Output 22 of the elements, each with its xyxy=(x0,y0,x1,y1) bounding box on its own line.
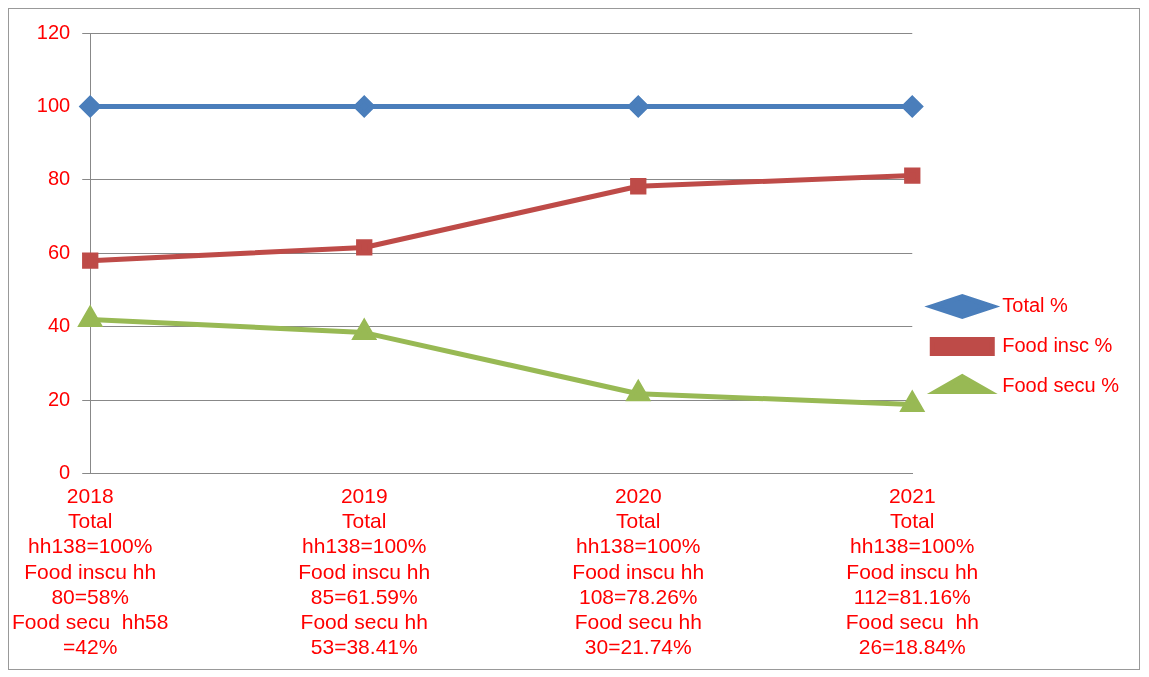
x-tick-label: 2018 Total hh138=100% Food inscu hh 80=58% Food secu hh58 =42% xyxy=(12,484,169,659)
y-tick-label: 0 xyxy=(59,461,71,484)
x-tick-label: 2019 Total hh138=100% Food inscu hh 85=61.59% Food secu hh 53=38.41% xyxy=(298,484,431,659)
point xyxy=(353,95,375,117)
point xyxy=(77,304,103,327)
point xyxy=(899,389,926,412)
legend-label: Food secu % xyxy=(1002,374,1120,397)
y-tick-label: 20 xyxy=(47,387,71,410)
point xyxy=(901,95,923,117)
point xyxy=(79,95,101,117)
point xyxy=(904,167,921,184)
point xyxy=(627,95,649,117)
y-tick-label: 100 xyxy=(36,93,71,116)
x-tick-label: 2020 Total hh138=100% Food inscu hh 108=78.26% Food secu hh 30=21.74% xyxy=(572,484,705,659)
y-tick-label: 60 xyxy=(47,240,71,263)
x-tick-label: 2021 Total hh138=100% Food inscu hh 112=81.16% Food secu hh 26=18.84% xyxy=(845,484,979,659)
point xyxy=(630,178,647,195)
y-tick-label: 120 xyxy=(36,20,71,43)
y-tick-label: 80 xyxy=(47,167,71,190)
legend-label: Food insc % xyxy=(1002,334,1113,357)
y-tick-label: 40 xyxy=(47,314,71,337)
legend-label: Total % xyxy=(1002,294,1069,317)
